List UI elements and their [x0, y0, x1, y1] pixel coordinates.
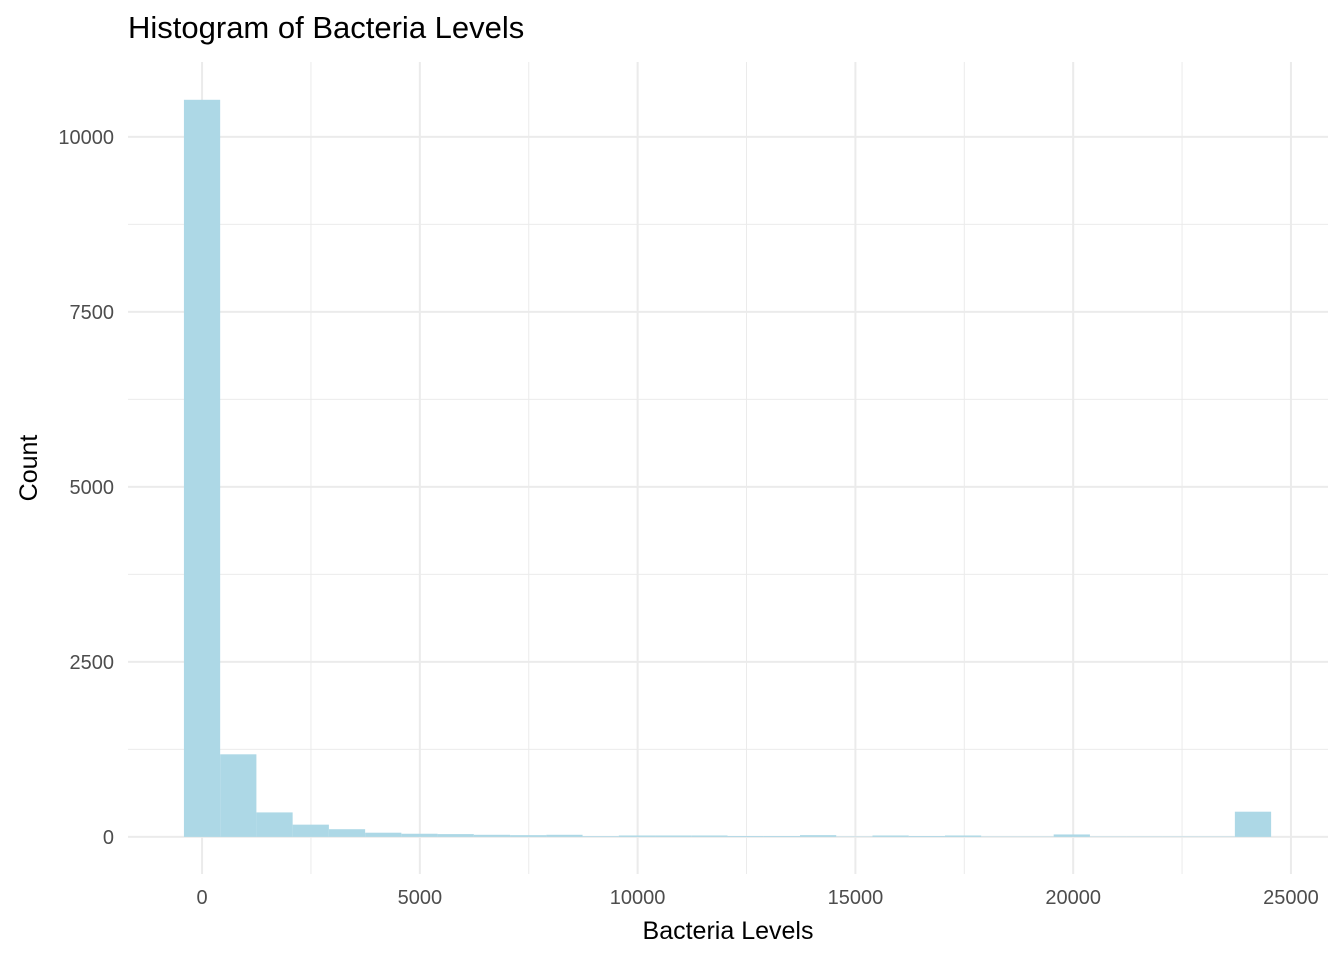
histogram-bar — [328, 829, 366, 837]
x-axis-tick-labels: 0 5000 10000 15000 20000 25000 — [196, 887, 1318, 909]
histogram-bar — [618, 835, 656, 837]
y-tick-label: 5000 — [70, 477, 115, 499]
y-tick-label: 0 — [103, 827, 114, 849]
histogram-bars — [183, 99, 1272, 837]
y-axis-title: Count — [15, 435, 43, 502]
histogram-bar — [292, 824, 329, 837]
histogram-bar — [691, 835, 728, 837]
y-tick-label: 2500 — [70, 652, 115, 674]
histogram-bar — [763, 836, 800, 837]
x-tick-label: 15000 — [828, 887, 884, 909]
histogram-bar — [1053, 834, 1090, 837]
chart-title: Histogram of Bacteria Levels — [128, 10, 525, 45]
histogram-bar — [944, 835, 982, 837]
histogram-bar — [546, 834, 583, 837]
histogram-bar — [800, 835, 837, 837]
x-tick-label: 20000 — [1045, 887, 1101, 909]
histogram-bar — [365, 832, 402, 837]
x-tick-label: 5000 — [398, 887, 443, 909]
histogram-bar — [1234, 811, 1272, 837]
x-tick-label: 25000 — [1263, 887, 1319, 909]
x-tick-label: 0 — [196, 887, 207, 909]
y-tick-label: 7500 — [70, 302, 115, 324]
histogram-bar — [473, 834, 511, 837]
histogram-bar — [256, 812, 293, 837]
histogram-bar — [655, 835, 692, 837]
histogram-bar — [727, 836, 764, 837]
histogram-bar — [437, 834, 474, 837]
histogram-bar — [220, 754, 257, 837]
minor-gridlines — [128, 62, 1328, 874]
histogram-bar — [183, 99, 221, 837]
histogram-bar — [872, 835, 909, 837]
x-tick-label: 10000 — [610, 887, 666, 909]
y-tick-label: 10000 — [58, 127, 114, 149]
y-axis-tick-labels: 0 2500 5000 7500 10000 — [58, 127, 114, 849]
histogram-bar — [908, 836, 945, 837]
histogram-bar — [582, 836, 619, 837]
x-axis-title: Bacteria Levels — [643, 917, 814, 945]
histogram-bar — [510, 835, 547, 837]
histogram-bar — [401, 833, 438, 837]
major-gridlines — [128, 62, 1328, 874]
